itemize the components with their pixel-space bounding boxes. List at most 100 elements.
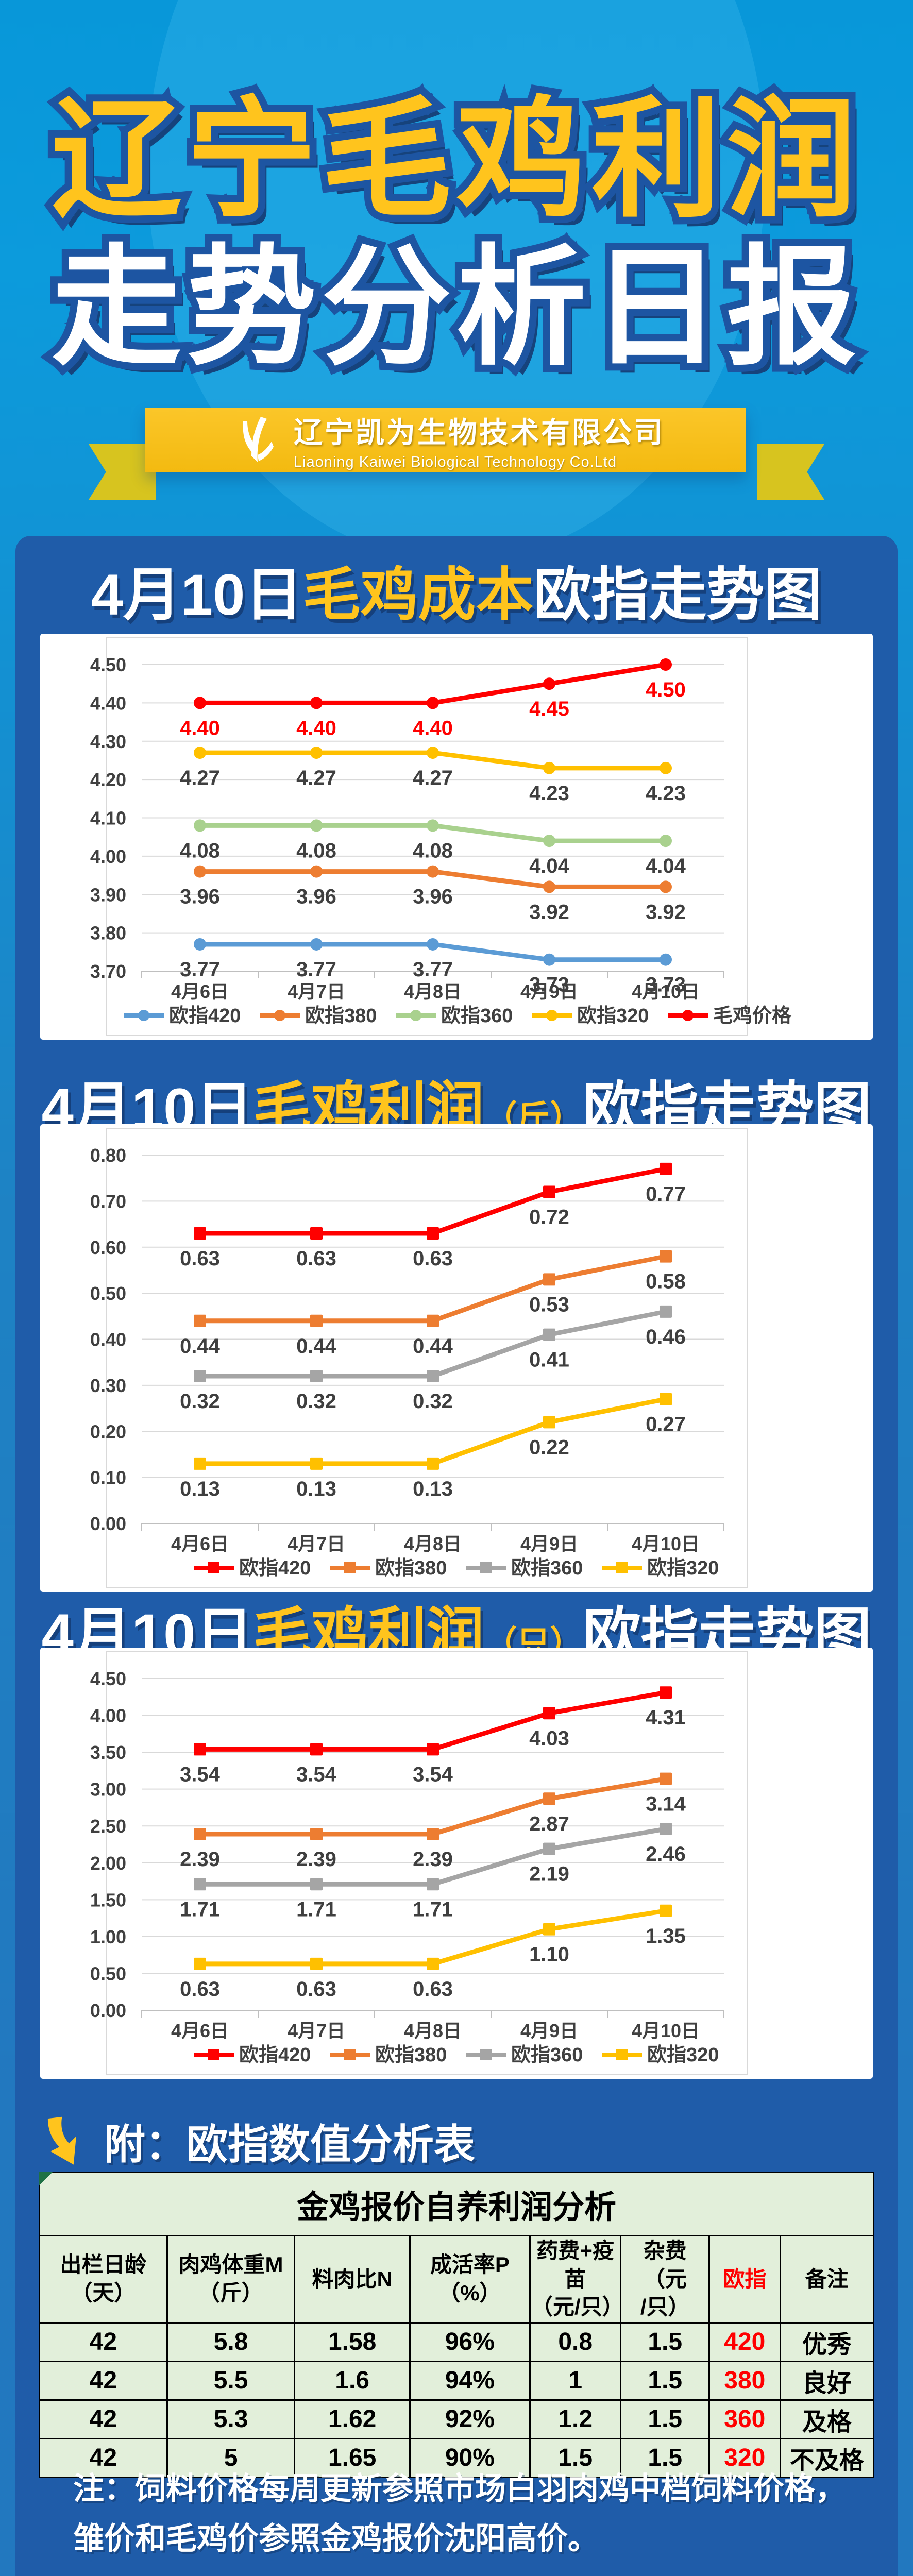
data-marker: [194, 1743, 206, 1756]
data-marker: [660, 1772, 672, 1785]
table-cell: 90%: [409, 2437, 531, 2478]
data-label: 4.50: [646, 679, 686, 701]
data-label: 2.39: [296, 1848, 336, 1871]
table-cell: 5.8: [166, 2321, 296, 2362]
y-tick-label: 4.40: [90, 692, 126, 714]
data-marker: [194, 1457, 206, 1470]
chart-border: [106, 1128, 748, 1588]
data-label: 4.04: [646, 855, 686, 877]
legend-label: 欧指420: [239, 1557, 311, 1579]
data-marker: [310, 1878, 323, 1891]
data-marker: [427, 1957, 439, 1970]
table-cell: 420: [708, 2321, 781, 2362]
data-marker: [427, 1827, 439, 1840]
data-marker: [310, 1743, 323, 1756]
data-label: 0.32: [180, 1390, 220, 1413]
legend-marker: [138, 1010, 149, 1021]
data-marker: [660, 1393, 672, 1405]
data-label: 0.13: [180, 1478, 220, 1500]
data-marker: [427, 1878, 439, 1891]
data-label: 0.63: [413, 1978, 453, 2001]
data-label: 4.31: [646, 1706, 686, 1729]
y-tick-label: 0.60: [90, 1237, 126, 1258]
data-marker: [194, 1878, 206, 1891]
data-label: 0.13: [296, 1478, 336, 1500]
legend-marker: [616, 2049, 628, 2060]
table-cell: 360: [708, 2399, 781, 2439]
y-tick-label: 0.00: [90, 2000, 126, 2021]
table-cell: 94%: [409, 2360, 531, 2401]
company-name-en: Liaoning Kaiwei Biological Technology Co…: [294, 454, 617, 470]
table-cell: 42: [39, 2437, 168, 2478]
data-marker: [194, 1227, 206, 1240]
data-label: 0.32: [413, 1390, 453, 1413]
data-marker: [660, 953, 672, 966]
data-label: 4.45: [529, 698, 569, 720]
data-marker: [660, 1162, 672, 1175]
y-tick-label: 0.50: [90, 1283, 126, 1304]
data-marker: [427, 1314, 439, 1327]
x-tick-label: 4月9日: [520, 2020, 578, 2041]
data-marker: [660, 761, 672, 774]
data-marker: [194, 865, 206, 878]
data-marker: [543, 1923, 555, 1936]
x-tick-label: 4月10日: [632, 981, 700, 1002]
data-label: 0.63: [180, 1978, 220, 2001]
table-cell: 42: [39, 2399, 168, 2439]
y-tick-label: 2.00: [90, 1853, 126, 1874]
table-cell: 5.5: [166, 2360, 296, 2401]
legend-label: 欧指320: [647, 1557, 719, 1579]
note-text: 注：饲料价格每周更新参照市场白羽肉鸡中档饲料价格，雏价和毛鸡价参照金鸡报价沈阳高…: [73, 2471, 846, 2556]
appendix-heading-text: 附：欧指数值分析表: [104, 2122, 475, 2167]
chart2-panel: 0.00 0.10 0.20 0.30 0.40 0.50 0.60 0.70 0.80 4月6日…: [40, 1124, 873, 1592]
y-tick-label: 3.80: [90, 923, 126, 944]
table-cell: 5: [166, 2437, 296, 2478]
data-label: 4.08: [180, 839, 220, 862]
table-cell: 96%: [409, 2321, 531, 2362]
table-cell: 42: [39, 2360, 168, 2401]
data-label: 3.54: [296, 1763, 337, 1786]
chart1-panel: 3.70 3.80 3.90 4.00 4.10 4.20 4.30 4.40 4.50 4月6日…: [40, 634, 873, 1040]
appendix-heading: 附：欧指数值分析表: [44, 2111, 475, 2171]
data-marker: [543, 1273, 555, 1286]
data-marker: [427, 819, 439, 832]
legend-label: 欧指380: [375, 1557, 447, 1579]
y-tick-label: 4.20: [90, 769, 126, 790]
data-marker: [427, 938, 439, 951]
chart1-section-title: 4月10日毛鸡成本欧指走势图: [15, 556, 898, 634]
table-header-cell: 肉鸡体重M （斤）: [166, 2235, 296, 2324]
data-marker: [660, 658, 672, 671]
main-title-line1-outline: 辽宁毛鸡利润: [44, 82, 864, 237]
data-marker: [194, 747, 206, 759]
legend-label: 欧指320: [577, 1005, 649, 1027]
data-label: 2.87: [529, 1812, 569, 1835]
table-cell: 不及格: [779, 2437, 875, 2478]
table-cell: 优秀: [779, 2321, 875, 2362]
table-cell: 1.2: [529, 2399, 622, 2439]
table-header-cell: 出栏日龄 （天）: [39, 2235, 168, 2324]
table-header-cell: 备注: [779, 2235, 875, 2324]
section-title-part: 毛鸡成本: [302, 563, 534, 627]
y-tick-label: 1.00: [90, 1926, 126, 1947]
legend-marker: [344, 2049, 356, 2060]
y-tick-label: 4.30: [90, 731, 126, 752]
data-marker: [543, 1707, 555, 1720]
profit-per-jin-chart: 0.00 0.10 0.20 0.30 0.40 0.50 0.60 0.70 0.80 4月6日…: [90, 1128, 748, 1588]
data-marker: [310, 1957, 323, 1970]
table-cell: 1: [529, 2360, 622, 2401]
legend-marker: [480, 1562, 492, 1573]
company-name-cn: 辽宁凯为生物技术有限公司: [294, 416, 665, 449]
data-label: 2.19: [529, 1863, 569, 1886]
legend-label: 欧指360: [511, 2044, 583, 2066]
data-label: 0.63: [296, 1978, 336, 2001]
table-cell: 5.3: [166, 2399, 296, 2439]
table-header-cell: 成活率P （%）: [409, 2235, 531, 2324]
data-label: 4.03: [529, 1727, 569, 1750]
y-tick-label: 4.00: [90, 1705, 126, 1726]
data-label: 0.53: [529, 1293, 569, 1316]
y-tick-label: 3.50: [90, 1742, 126, 1763]
legend-marker: [344, 1562, 356, 1573]
table-cell: 1.62: [294, 2399, 411, 2439]
legend-marker: [682, 1010, 694, 1021]
data-marker: [660, 835, 672, 848]
